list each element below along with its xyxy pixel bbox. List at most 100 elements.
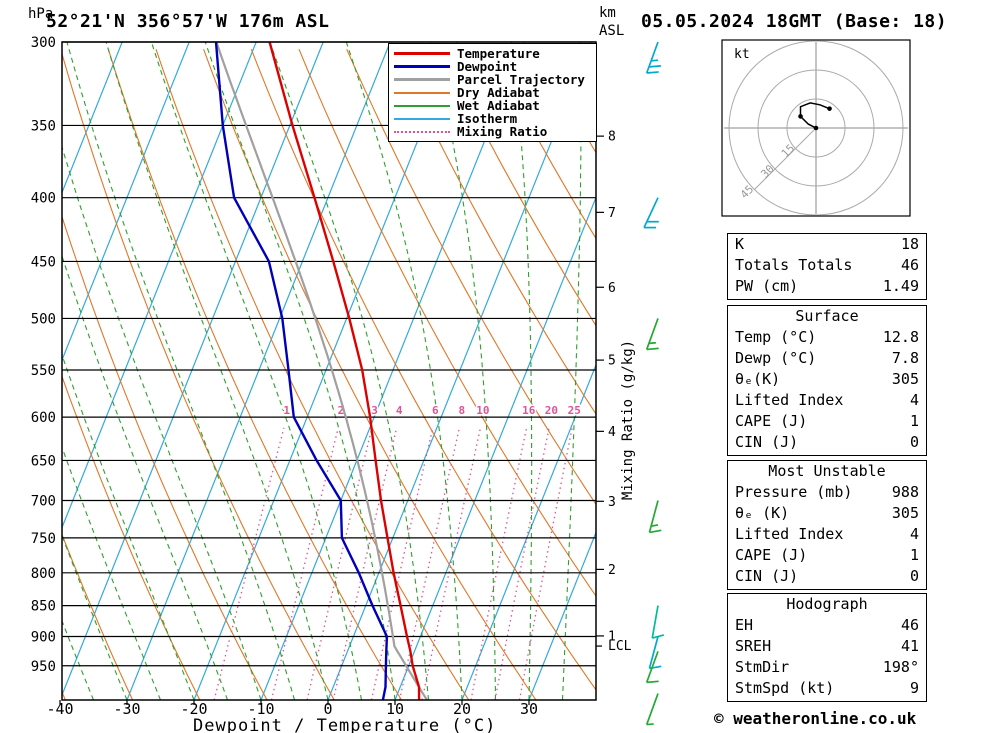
legend-label: Mixing Ratio bbox=[457, 124, 548, 139]
legend-item: Dewpoint bbox=[394, 60, 591, 73]
pressure-unit-label: hPa bbox=[28, 6, 54, 22]
km-axis-labels: 1 2 3 4 5 6 7 8 LCL bbox=[596, 130, 632, 654]
stats-table-most-unstable: Most Unstable Pressure (mb) 988 θₑ (K) 305 Li… bbox=[727, 460, 927, 590]
row-label: CIN (J) bbox=[735, 567, 799, 585]
row-label: Temp (°C) bbox=[735, 328, 817, 346]
row-label: Pressure (mb) bbox=[735, 483, 853, 501]
pressure-tick-label: 750 bbox=[31, 531, 56, 547]
table-row: Dewp (°C) 7.8 bbox=[728, 348, 926, 369]
wind-barb bbox=[645, 318, 659, 351]
legend-line-sample bbox=[394, 130, 450, 133]
copyright: © weatheronline.co.uk bbox=[714, 709, 917, 728]
row-value: 46 bbox=[900, 256, 919, 274]
hodograph-unit-label: kt bbox=[734, 47, 750, 62]
pressure-tick-label: 800 bbox=[31, 566, 56, 582]
row-label: CIN (J) bbox=[735, 433, 799, 451]
mixing-ratio-label: 1 bbox=[283, 404, 290, 417]
row-value: 18 bbox=[900, 235, 919, 253]
row-value: 4 bbox=[909, 525, 919, 543]
dewpoint-curve bbox=[214, 42, 389, 700]
legend-item: Parcel Trajectory bbox=[394, 73, 591, 86]
row-value: 305 bbox=[891, 504, 919, 522]
hodograph-ring bbox=[728, 40, 904, 216]
km-unit: km bbox=[599, 5, 616, 21]
row-label: EH bbox=[735, 616, 754, 634]
pressure-tick-label: 300 bbox=[31, 35, 56, 51]
hodograph-dot bbox=[813, 125, 819, 131]
pressure-tick-label: 850 bbox=[31, 599, 56, 615]
temp-tick-label: 30 bbox=[520, 700, 538, 718]
pressure-tick-label: 700 bbox=[31, 494, 56, 510]
pressure-tick-label: 550 bbox=[31, 363, 56, 379]
datetime-title: 05.05.2024 18GMT (Base: 18) bbox=[641, 11, 948, 32]
table-row: StmSpd (kt) 9 bbox=[728, 678, 926, 699]
isotherm-lines bbox=[62, 42, 596, 700]
hodograph-trace bbox=[799, 102, 830, 129]
legend-item: Temperature bbox=[394, 47, 591, 60]
pressure-axis-labels: 300 350 400 450 500 550 600 650 700 750 800 850 900 9… bbox=[31, 35, 56, 675]
temperature-axis-labels: -40 -30 -20 -10 0 10 20 30 bbox=[46, 700, 538, 718]
table-row: K 18 bbox=[728, 234, 926, 255]
row-value: 1.49 bbox=[882, 277, 919, 295]
table-row: θₑ(K) 305 bbox=[728, 369, 926, 390]
row-label: SREH bbox=[735, 637, 772, 655]
row-value: 0 bbox=[909, 567, 919, 585]
row-value: 41 bbox=[900, 637, 919, 655]
temp-tick-label: 20 bbox=[453, 700, 471, 718]
temp-tick-label: -20 bbox=[180, 700, 207, 718]
x-axis-title: Dewpoint / Temperature (°C) bbox=[193, 716, 497, 733]
row-value: 1 bbox=[909, 412, 919, 430]
table-row: Lifted Index 4 bbox=[728, 524, 926, 545]
pressure-tick-label: 650 bbox=[31, 453, 56, 469]
legend-item: Dry Adiabat bbox=[394, 86, 591, 99]
legend-line-sample bbox=[394, 78, 450, 81]
table-header: Most Unstable bbox=[768, 462, 886, 480]
table-row: EH 46 bbox=[728, 615, 926, 636]
legend-item: Mixing Ratio bbox=[394, 125, 591, 138]
legend-line-sample bbox=[394, 91, 450, 94]
table-header: Hodograph bbox=[786, 595, 868, 613]
wet-adiabat-lines bbox=[62, 42, 596, 700]
plot-frame bbox=[61, 41, 597, 701]
row-label: PW (cm) bbox=[735, 277, 799, 295]
mixing-ratio-value-labels: 1 2 3 4 6 8 10 16 20 25 bbox=[282, 403, 583, 419]
mixing-ratio-label: 16 bbox=[522, 404, 536, 417]
table-row: SREH 41 bbox=[728, 636, 926, 657]
wind-barb bbox=[645, 651, 659, 684]
row-label: θₑ (K) bbox=[735, 504, 790, 522]
wind-barb bbox=[643, 197, 659, 229]
mixing-ratio-axis-title: Mixing Ratio (g/kg) bbox=[620, 339, 636, 501]
table-row: Lifted Index 4 bbox=[728, 390, 926, 411]
table-row: CAPE (J) 1 bbox=[728, 411, 926, 432]
mixing-ratio-label: 25 bbox=[568, 404, 581, 417]
row-value: 988 bbox=[891, 483, 919, 501]
km-tick-label: 7 bbox=[608, 206, 616, 221]
row-value: 7.8 bbox=[891, 349, 919, 367]
legend-label: Isotherm bbox=[457, 111, 518, 126]
legend-label: Dewpoint bbox=[457, 59, 518, 74]
km-tick-label: 1 bbox=[608, 629, 616, 644]
wind-barb bbox=[648, 500, 662, 534]
pressure-tick-label: 600 bbox=[31, 410, 56, 426]
mixing-ratio-label: 2 bbox=[338, 404, 345, 417]
row-label: K bbox=[735, 235, 745, 253]
pressure-tick-label: 950 bbox=[31, 659, 56, 675]
mixing-ratio-label: 10 bbox=[476, 404, 489, 417]
table-row: Totals Totals 46 bbox=[728, 255, 926, 276]
legend-line-sample bbox=[394, 117, 450, 120]
asl-unit: ASL bbox=[599, 23, 625, 39]
table-row: CIN (J) 0 bbox=[728, 566, 926, 587]
parcel-trajectory-curve bbox=[215, 42, 428, 700]
station-title: 52°21'N 356°57'W 176m ASL bbox=[46, 11, 330, 32]
stats-table-hodograph: Hodograph EH 46 SREH 41 StmDir 198° StmSpd (kt)… bbox=[727, 593, 927, 702]
temp-tick-label: -40 bbox=[46, 700, 73, 718]
row-label: CAPE (J) bbox=[735, 412, 808, 430]
pressure-tick-label: 400 bbox=[31, 191, 56, 207]
row-label: Dewp (°C) bbox=[735, 349, 817, 367]
temp-tick-label: -30 bbox=[113, 700, 140, 718]
km-tick-label: 6 bbox=[608, 281, 616, 296]
legend-label: Wet Adiabat bbox=[457, 98, 540, 113]
mixing-ratio-label: 4 bbox=[396, 404, 403, 417]
